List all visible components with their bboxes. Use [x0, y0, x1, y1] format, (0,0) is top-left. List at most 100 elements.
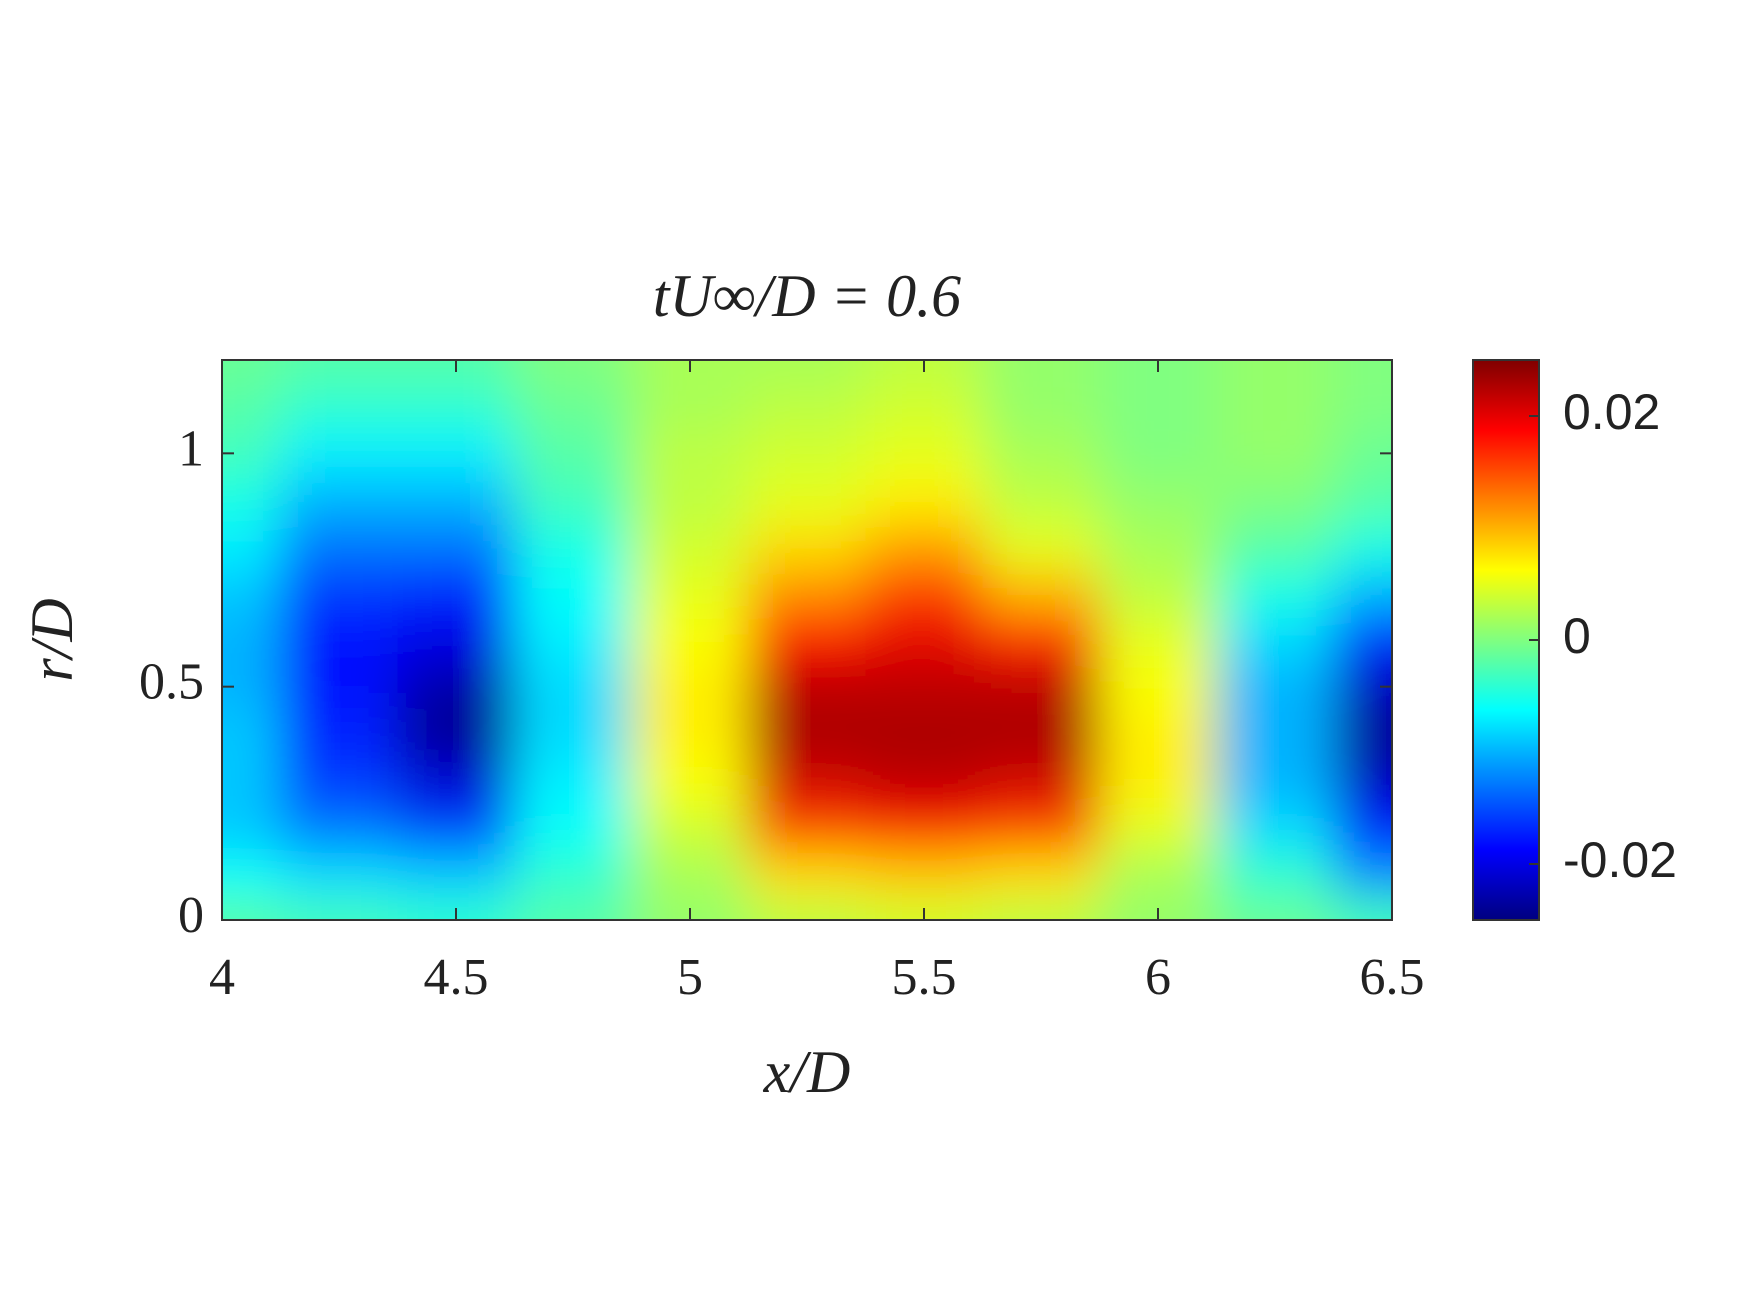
cell: [631, 570, 749, 618]
x-tick-label: 6: [1145, 949, 1171, 1006]
cell: [631, 383, 749, 431]
cell: [865, 663, 983, 711]
y-tick-label: 1: [178, 420, 204, 477]
x-axis-label: x/D: [763, 1039, 851, 1105]
cell: [514, 523, 632, 571]
cell: [631, 710, 749, 758]
cell: [397, 523, 515, 571]
cell: [397, 756, 515, 804]
cell: [1333, 570, 1392, 618]
cell: [397, 616, 515, 664]
cell: [514, 476, 632, 524]
cell: [982, 616, 1100, 664]
chart-title: tU∞/D = 0.6: [653, 263, 961, 329]
cell: [397, 663, 515, 711]
x-tick-label: 5.5: [892, 949, 957, 1006]
cell: [748, 430, 866, 478]
cell: [397, 383, 515, 431]
cell: [280, 523, 398, 571]
cell: [222, 570, 281, 618]
cell: [982, 710, 1100, 758]
cell: [631, 803, 749, 851]
colorbar-tick-label: -0.02: [1563, 832, 1677, 888]
cell: [222, 896, 281, 920]
cell: [1333, 710, 1392, 758]
cell: [280, 803, 398, 851]
cell: [514, 616, 632, 664]
cell: [748, 710, 866, 758]
cell: [1333, 360, 1392, 384]
cell: [631, 756, 749, 804]
cell: [280, 360, 398, 384]
cell: [1216, 850, 1334, 898]
cell: [865, 476, 983, 524]
cell: [865, 756, 983, 804]
x-tick-label: 4.5: [424, 949, 489, 1006]
cell: [982, 383, 1100, 431]
cell: [748, 523, 866, 571]
cell: [222, 383, 281, 431]
cell: [982, 896, 1100, 920]
cell: [865, 710, 983, 758]
cell: [280, 570, 398, 618]
cell: [631, 663, 749, 711]
cell: [1216, 710, 1334, 758]
cell: [222, 756, 281, 804]
cell: [1099, 616, 1217, 664]
cell: [222, 803, 281, 851]
cell: [222, 710, 281, 758]
cell: [865, 523, 983, 571]
cell: [1333, 803, 1392, 851]
y-tick-label: 0.5: [139, 654, 204, 711]
cell: [397, 430, 515, 478]
axes-box: [221, 359, 1393, 921]
cell: [1216, 756, 1334, 804]
cell: [514, 570, 632, 618]
cell: [1099, 430, 1217, 478]
cell: [222, 360, 281, 384]
cell: [397, 850, 515, 898]
cell: [397, 710, 515, 758]
cell: [1216, 523, 1334, 571]
cell: [514, 663, 632, 711]
cell: [748, 663, 866, 711]
cell: [514, 896, 632, 920]
cell: [1216, 383, 1334, 431]
cell: [397, 570, 515, 618]
cell: [748, 360, 866, 384]
cell: [280, 756, 398, 804]
cell: [1216, 803, 1334, 851]
cell: [222, 523, 281, 571]
cell: [1333, 523, 1392, 571]
colorbar-tick-label: 0: [1563, 608, 1591, 664]
cell: [982, 850, 1100, 898]
cell: [1333, 476, 1392, 524]
cell: [1099, 850, 1217, 898]
cell: [982, 663, 1100, 711]
cell: [1216, 570, 1334, 618]
cell: [748, 803, 866, 851]
plot-area: [222, 360, 1392, 920]
cell: [631, 523, 749, 571]
cell: [1099, 523, 1217, 571]
y-tick-label: 0: [178, 887, 204, 944]
cell: [1216, 663, 1334, 711]
cell: [397, 476, 515, 524]
cell: [514, 383, 632, 431]
cell: [1216, 896, 1334, 920]
cell: [222, 850, 281, 898]
cell: [865, 616, 983, 664]
cell: [631, 616, 749, 664]
field: [222, 360, 1392, 920]
cell: [1099, 710, 1217, 758]
cell: [280, 383, 398, 431]
cell: [280, 616, 398, 664]
cell: [1333, 896, 1392, 920]
cell: [1216, 360, 1334, 384]
cell: [222, 476, 281, 524]
cell: [514, 710, 632, 758]
cell: [982, 523, 1100, 571]
x-tick-label: 6.5: [1360, 949, 1425, 1006]
cell: [1099, 476, 1217, 524]
